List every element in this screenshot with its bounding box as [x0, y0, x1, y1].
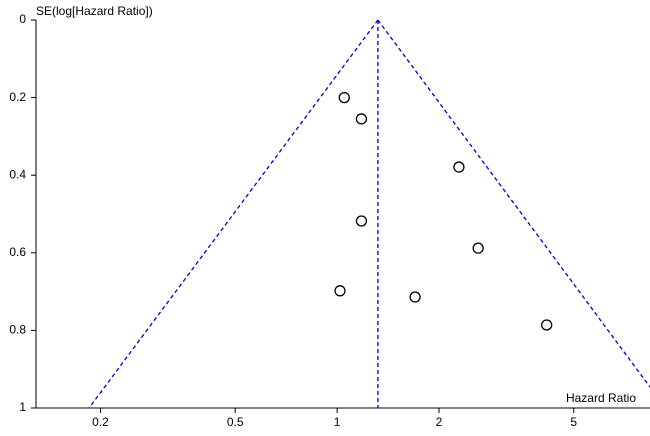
funnel-line [88, 19, 379, 408]
x-tick-label: 0.2 [92, 415, 109, 429]
x-axis-label: Hazard Ratio [566, 391, 636, 405]
study-point [472, 242, 484, 254]
study-point [453, 161, 465, 173]
x-tick-label: 5 [570, 415, 577, 429]
x-tick-label: 2 [436, 415, 443, 429]
study-point [355, 215, 368, 227]
y-tick-label: 0.8 [9, 323, 26, 337]
study-point [338, 91, 350, 104]
plot-area [88, 19, 650, 408]
funnel-line [377, 19, 650, 389]
x-tick-label: 0.5 [227, 415, 244, 429]
study-point [541, 319, 553, 331]
y-tick-label: 1 [19, 400, 26, 414]
study-point [355, 113, 368, 125]
y-axis-label: SE(log[Hazard Ratio]) [36, 4, 153, 18]
x-tick-label: 1 [334, 415, 341, 429]
y-tick-label: 0 [19, 12, 26, 26]
study-point [409, 291, 421, 303]
y-tick-label: 0.2 [9, 90, 26, 104]
y-tick-label: 0.4 [9, 167, 26, 181]
y-tick-label: 0.6 [9, 245, 26, 259]
study-point [334, 285, 346, 297]
